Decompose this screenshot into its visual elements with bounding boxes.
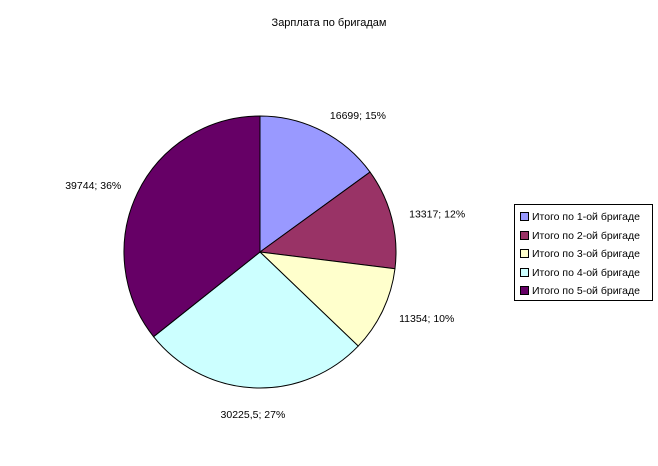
data-label-2: 13317; 12%	[409, 209, 465, 221]
data-label-4: 30225,5; 27%	[221, 409, 286, 421]
legend-swatch	[520, 249, 529, 258]
data-label-5: 39744; 36%	[65, 180, 121, 192]
data-label-3: 11354; 10%	[399, 313, 454, 325]
pie-slice-5	[123, 115, 261, 338]
legend-swatch	[520, 286, 529, 295]
legend-swatch	[520, 230, 529, 240]
legend-label: Итого по 3-ой бригаде	[532, 248, 640, 260]
legend: Итого по 1-ой бригаде Итого по 2-ой брига…	[514, 204, 653, 301]
legend-item-4: Итого по 4-ой бригаде	[520, 266, 640, 280]
legend-item-3: Итого по 3-ой бригаде	[520, 247, 640, 261]
data-label-1: 16699; 15%	[330, 110, 386, 122]
pie-slice-2	[258, 171, 397, 270]
legend-item-2: Итого по 2-ой бригаде	[520, 229, 640, 243]
legend-swatch	[520, 267, 529, 277]
pie-slice-3	[258, 251, 396, 347]
legend-label: Итого по 4-ой бригаде	[532, 266, 640, 279]
legend-label: Итого по 5-ой бригаде	[532, 285, 640, 297]
pie-slice-4	[152, 251, 359, 389]
legend-label: Итого по 2-ой бригаде	[532, 229, 640, 242]
legend-item-5: Итого по 5-ой бригаде	[520, 284, 640, 298]
legend-label: Итого по 1-ой бригаде	[532, 211, 640, 223]
legend-item-1: Итого по 1-ой бригаде	[520, 210, 640, 224]
chart-title: Зарплата по бригадам	[271, 17, 387, 29]
pie-slice-1	[259, 115, 371, 253]
legend-swatch	[520, 212, 529, 221]
